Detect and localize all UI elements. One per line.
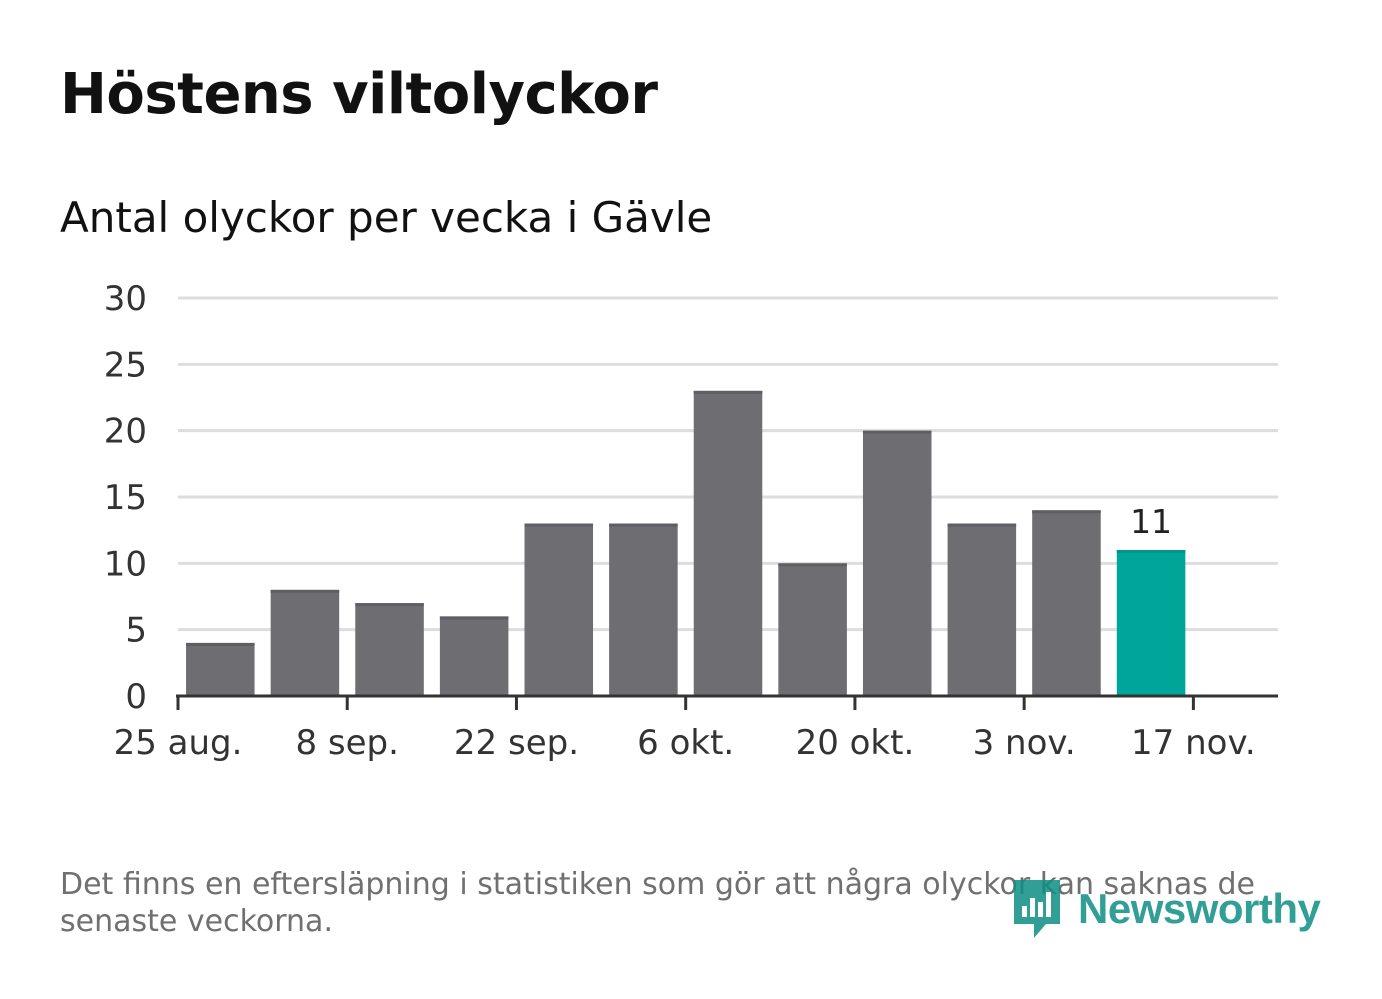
bar-top-edge — [1032, 510, 1101, 514]
x-tick-label: 17 nov. — [1131, 723, 1256, 763]
y-tick-label: 15 — [104, 478, 147, 518]
y-tick-label: 30 — [104, 279, 147, 319]
x-tick-label: 22 sep. — [454, 723, 579, 763]
bar — [270, 589, 340, 696]
y-tick-label: 5 — [125, 611, 147, 651]
newsworthy-logo-text: Newsworthy — [1078, 885, 1321, 932]
data-labels: 11 — [1130, 502, 1172, 541]
bar-top-edge — [947, 523, 1017, 527]
bar — [778, 563, 847, 696]
bar-highlighted — [1116, 550, 1186, 696]
bar-top-edge — [1116, 550, 1186, 554]
x-axis: 25 aug. 8 sep. 22 sep. 6 okt. 20 okt. 3 nov. 1… — [114, 694, 1278, 763]
y-axis-ticks: 0 5 10 15 20 25 30 — [104, 279, 147, 717]
bar-top-edge — [355, 603, 424, 607]
data-label: 11 — [1130, 502, 1172, 541]
bar — [439, 616, 509, 696]
y-tick-label: 20 — [104, 412, 147, 452]
chart-subtitle: Antal olyckor per vecka i Gävle — [60, 193, 713, 242]
x-tick-label: 3 nov. — [973, 723, 1076, 763]
bar — [355, 603, 424, 696]
x-tick-label: 20 okt. — [796, 723, 915, 763]
bar-top-edge — [270, 589, 340, 593]
bar-top-edge — [862, 430, 932, 434]
chart-title: Höstens viltolyckor — [60, 62, 658, 127]
y-tick-label: 10 — [104, 544, 147, 584]
bar-top-edge — [778, 563, 847, 567]
bar-top-edge — [439, 616, 509, 620]
bars — [186, 390, 1186, 696]
y-tick-label: 0 — [125, 677, 147, 717]
bar — [609, 523, 678, 696]
x-tick-label: 25 aug. — [114, 723, 243, 763]
bar-top-edge — [186, 642, 255, 646]
bar — [862, 430, 932, 696]
bar — [947, 523, 1017, 696]
bar-top-edge — [609, 523, 678, 527]
bar — [186, 642, 255, 696]
x-tick-label: 8 sep. — [295, 723, 398, 763]
newsworthy-logo-icon — [1014, 880, 1060, 938]
bar — [1032, 510, 1101, 696]
bar-top-edge — [693, 390, 763, 394]
x-tick-label: 6 okt. — [637, 723, 734, 763]
newsworthy-logo: Newsworthy — [1010, 876, 1321, 942]
bar-chart: 0 5 10 15 20 25 30 11 25 aug. 8 sep. 22 sep. 6 ok… — [104, 279, 1278, 763]
bar-top-edge — [524, 523, 594, 527]
y-tick-label: 25 — [104, 345, 147, 385]
bar — [693, 390, 763, 696]
bar — [524, 523, 594, 696]
